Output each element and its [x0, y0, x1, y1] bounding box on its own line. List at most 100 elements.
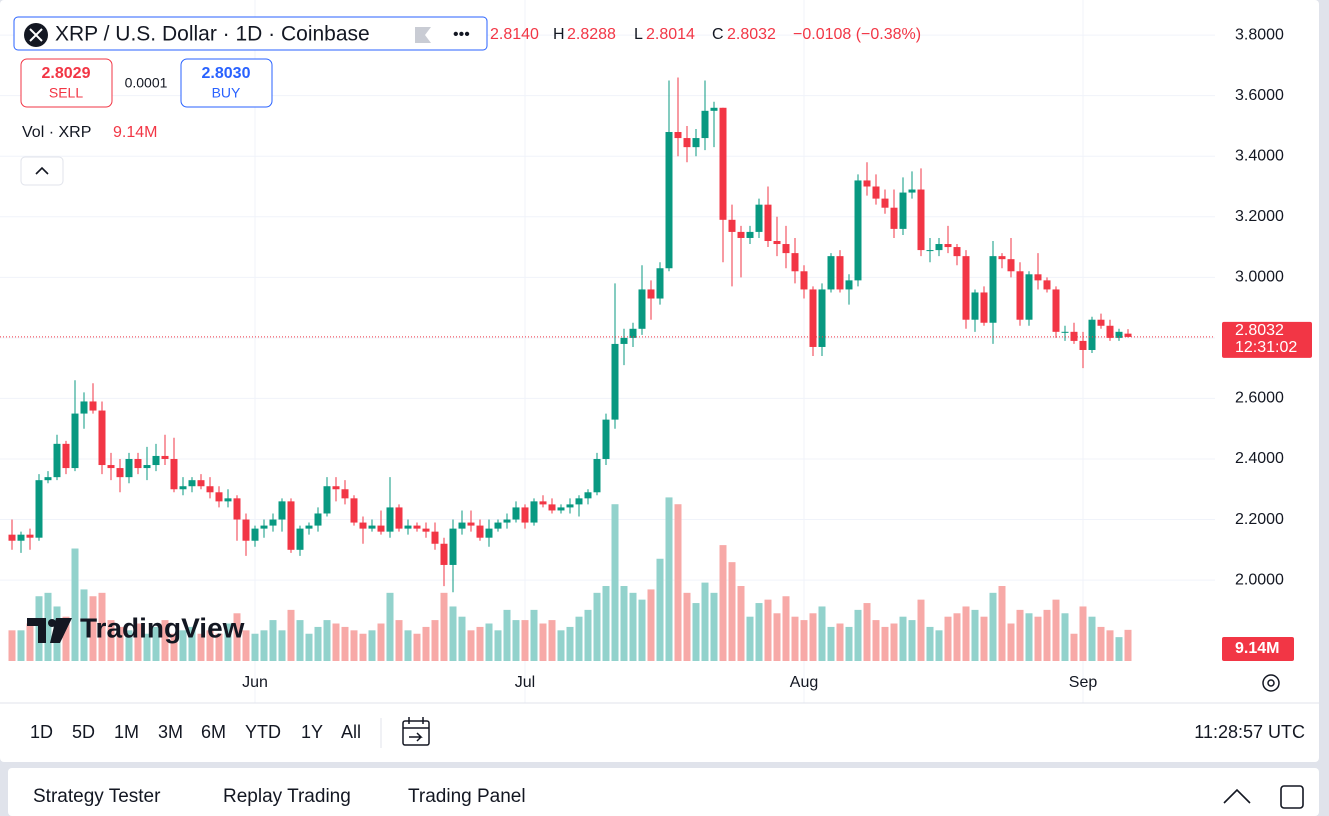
- volume-axis-value: 9.14M: [1235, 640, 1279, 657]
- volume-bar: [134, 623, 142, 661]
- volume-bar: [1025, 613, 1033, 661]
- candle-body: [503, 519, 511, 523]
- x-tick-label: Sep: [1069, 674, 1098, 691]
- volume-bar: [809, 613, 817, 661]
- volume-bar: [521, 620, 529, 661]
- collapse-button[interactable]: [20, 156, 64, 186]
- candle-body: [1034, 274, 1042, 281]
- timeframe-button[interactable]: 3M: [158, 722, 183, 742]
- timeframe-button[interactable]: 1Y: [301, 722, 323, 742]
- panel-tab[interactable]: Replay Trading: [223, 786, 351, 807]
- settings-icon[interactable]: [1262, 674, 1280, 692]
- volume-bar: [1061, 613, 1069, 661]
- volume-bar: [359, 633, 367, 661]
- volume-bar: [458, 616, 466, 661]
- candle-body: [710, 107, 718, 111]
- timeframe-button[interactable]: 6M: [201, 722, 226, 742]
- chart-panel: [0, 0, 1319, 762]
- candle-body: [98, 410, 106, 466]
- candle-body: [332, 486, 340, 490]
- candle-body: [170, 458, 178, 490]
- volume-bar: [1007, 623, 1015, 661]
- candle-body: [899, 192, 907, 229]
- volume-bar: [107, 620, 115, 661]
- volume-bar: [638, 599, 646, 661]
- price-badge: [1222, 321, 1312, 358]
- candle-body: [944, 244, 952, 248]
- candle-body: [926, 250, 934, 252]
- volume-bar: [152, 626, 160, 661]
- more-icon[interactable]: •••: [453, 26, 470, 43]
- candle-body: [242, 519, 250, 541]
- candle-body: [44, 477, 52, 481]
- volume-bar: [575, 616, 583, 661]
- volume-bar: [989, 592, 997, 661]
- volume-bar: [962, 606, 970, 661]
- volume-bar: [413, 633, 421, 661]
- high-value: 2.8288: [567, 26, 616, 43]
- candle-body: [431, 531, 439, 544]
- candle-body: [71, 413, 79, 469]
- timeframe-button[interactable]: YTD: [245, 722, 281, 742]
- candle-body: [575, 498, 583, 505]
- volume-badge: [1222, 637, 1294, 661]
- symbol-box[interactable]: [13, 16, 488, 51]
- low-label: L: [634, 26, 643, 43]
- volume-bar: [827, 626, 835, 661]
- volume-bar: [755, 603, 763, 661]
- volume-bar: [260, 630, 268, 661]
- candle-body: [737, 231, 745, 238]
- timeframe-button[interactable]: 5D: [72, 722, 95, 742]
- y-tick-label: 2.2000: [1235, 511, 1284, 528]
- candle-body: [656, 268, 664, 299]
- volume-bar: [323, 620, 331, 661]
- candle-body: [674, 132, 682, 139]
- timeframe-button[interactable]: All: [341, 722, 361, 742]
- expand-icon[interactable]: [1223, 788, 1251, 804]
- close-value: 2.8032: [727, 26, 776, 43]
- candle-body: [989, 256, 997, 323]
- candle-body: [1106, 325, 1114, 338]
- volume-bar: [953, 613, 961, 661]
- candle-body: [1088, 319, 1096, 350]
- candle-body: [1124, 333, 1132, 337]
- volume-bar: [116, 626, 124, 661]
- volume-bar: [278, 630, 286, 661]
- symbol: XRP / U.S. Dollar · 1D · Coinbase: [55, 23, 370, 46]
- calendar-icon[interactable]: [402, 720, 430, 746]
- flag-icon[interactable]: [415, 27, 431, 43]
- sell-button[interactable]: [20, 58, 113, 108]
- candle-body: [161, 455, 169, 459]
- candle-body: [1016, 271, 1024, 320]
- volume-bar: [737, 586, 745, 661]
- buy-price: 2.8030: [202, 65, 251, 82]
- volume-bar: [845, 626, 853, 661]
- candle-body: [584, 492, 592, 499]
- calendar-glyph: [403, 717, 429, 742]
- candle-body: [701, 110, 709, 139]
- maximize-icon[interactable]: [1280, 785, 1304, 809]
- candle-body: [962, 256, 970, 320]
- timeframe-button[interactable]: 1D: [30, 722, 53, 742]
- candle-body: [35, 480, 43, 538]
- volume-bar: [1043, 609, 1051, 661]
- panel-tab[interactable]: Trading Panel: [408, 786, 526, 807]
- candle-body: [80, 401, 88, 414]
- candle-body: [323, 486, 331, 514]
- volume-bar: [1034, 616, 1042, 661]
- candle-body: [179, 486, 187, 490]
- candle-body: [692, 138, 700, 148]
- timeframe-button[interactable]: 1M: [114, 722, 139, 742]
- panel-tab[interactable]: Strategy Tester: [33, 786, 161, 807]
- y-tick-label: 2.0000: [1235, 571, 1284, 588]
- volume-bar: [773, 613, 781, 661]
- candle-body: [26, 534, 34, 538]
- volume-bar: [80, 589, 88, 661]
- buy-button[interactable]: [180, 58, 273, 108]
- volume-bar: [998, 586, 1006, 661]
- candle-body: [971, 292, 979, 320]
- volume-bar: [1124, 629, 1132, 661]
- volume-bar: [449, 606, 457, 661]
- volume-bar: [1070, 633, 1078, 661]
- candle-body: [557, 507, 565, 511]
